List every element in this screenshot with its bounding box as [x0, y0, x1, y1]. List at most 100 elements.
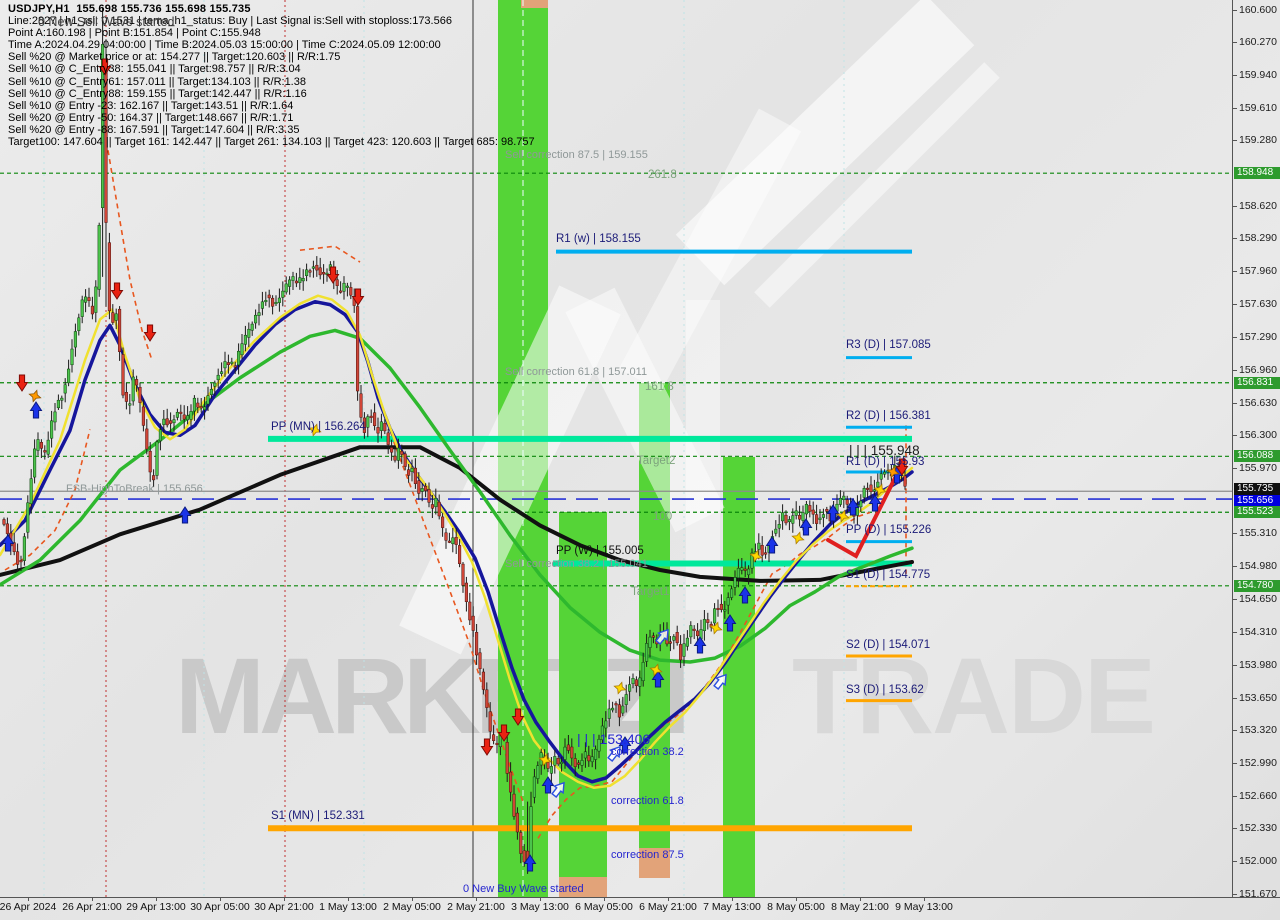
candle-body [114, 313, 118, 321]
yellow-ma-line-layer [0, 294, 914, 790]
candle-body [288, 279, 292, 287]
candle-body [672, 636, 676, 641]
candle-body [60, 397, 64, 401]
info-line: Sell %20 @ Entry -88: 167.591 || Target:… [8, 123, 300, 136]
candle-body [36, 439, 40, 451]
star-marker-icon [709, 621, 723, 635]
candle-body [862, 488, 866, 498]
price-badge-black: 155.735 [1234, 483, 1280, 496]
candle-body [413, 467, 417, 484]
candle-body [12, 542, 16, 552]
candle-body [247, 328, 251, 338]
red-trend-line[interactable] [826, 458, 906, 559]
candle-body [641, 662, 645, 681]
info-line: Sell %10 @ C_Entry88: 159.155 || Target:… [8, 87, 307, 100]
candle-body [522, 850, 526, 863]
candle-body [736, 568, 740, 579]
star-marker-icon [836, 509, 850, 523]
price-tick-mark [1233, 795, 1237, 797]
logo-column [686, 300, 720, 610]
sar-dashed-line [299, 245, 361, 263]
candle-body [730, 588, 734, 598]
price-tick-mark [1233, 238, 1237, 240]
price-tick-mark [1233, 893, 1237, 895]
candle-body [257, 312, 261, 316]
candle-body [169, 420, 173, 424]
logo-stripe [675, 0, 975, 286]
candle-body [356, 306, 360, 392]
price-badge-green: 156.088 [1234, 450, 1280, 463]
candle-body [723, 609, 727, 612]
candle-body [876, 481, 880, 488]
candle-body [461, 563, 465, 586]
vertical-lines-layer [43, 0, 845, 897]
candle-body [638, 677, 642, 687]
logo-stripe [565, 287, 725, 533]
candle-body [441, 516, 445, 528]
candle-body [675, 632, 679, 644]
time-axis[interactable]: 26 Apr 2024 26 Apr 21:00 29 Apr 13:00 30 Ap… [0, 897, 1280, 920]
sell-arrow-icon [110, 282, 124, 300]
candle-body [682, 643, 686, 657]
logo-stripe [754, 62, 1000, 308]
candle-body [46, 439, 50, 455]
candle-body [339, 290, 343, 293]
signal-band-green [723, 457, 755, 897]
price-tick-mark [1233, 9, 1237, 11]
star-marker-icon [886, 465, 900, 479]
time-tick-label: 30 Apr 21:00 [254, 901, 314, 913]
candle-body [335, 279, 339, 286]
candle-body [101, 44, 105, 208]
candle-body [757, 542, 761, 550]
price-badge-green: 158.948 [1234, 167, 1280, 180]
candle-body [342, 282, 346, 292]
sell-arrow-icon [895, 458, 909, 476]
candle-body [230, 361, 234, 364]
price-tick-mark [1233, 730, 1237, 732]
time-tick-mark [220, 898, 221, 901]
price-tick-mark [1233, 468, 1237, 469]
candle-body [679, 644, 683, 661]
candle-body [577, 762, 581, 765]
candle-body [427, 489, 431, 503]
candle-body [583, 751, 587, 759]
buy-arrow-icon [846, 498, 860, 516]
candle-body [186, 415, 190, 421]
candle-body [315, 264, 319, 271]
candle-body [784, 514, 788, 524]
time-tick-mark [860, 898, 861, 901]
candle-body [774, 528, 778, 534]
candle-body [131, 376, 135, 402]
price-axis[interactable]: 160.600 160.270 159.940 159.610 159.280 158.6… [1232, 0, 1280, 900]
candle-body [804, 504, 808, 515]
candle-body [281, 290, 285, 298]
chart-plot-area[interactable]: MARKETZI TRADE R1 (w) | 158.155 R3 (D) | 1… [0, 0, 1232, 897]
time-tick-label: 6 May 05:00 [575, 901, 633, 913]
candle-body [107, 242, 111, 312]
candle-body [689, 625, 693, 638]
info-line: Target100: 147.604 || Target 161: 142.44… [8, 136, 535, 149]
candle-body [532, 776, 536, 798]
candle-body [349, 287, 353, 296]
candle-body [685, 637, 689, 647]
watermark-brand-text: MARKETZI [175, 635, 685, 756]
buy-arrow-icon [693, 636, 707, 654]
candle-body [740, 567, 744, 571]
candle-body [305, 269, 309, 276]
time-tick-label: 1 May 13:00 [319, 901, 377, 913]
price-tick-label: 155.310 [1239, 527, 1277, 540]
buy-arrow-icon [651, 670, 665, 688]
candle-body [216, 374, 220, 381]
sell-arrow-icon [511, 708, 525, 726]
candle-body [481, 671, 485, 690]
price-tick-label: 159.610 [1239, 101, 1277, 114]
price-tick-mark [1233, 763, 1237, 765]
candle-body [400, 451, 404, 455]
candle-body [519, 832, 523, 854]
time-tick-label: 7 May 13:00 [703, 901, 761, 913]
buy-arrow-icon [826, 504, 840, 522]
candle-body [794, 510, 798, 516]
time-tick-mark [348, 898, 349, 901]
price-badge-green: 154.780 [1234, 579, 1280, 592]
signal-band-salmon [639, 848, 670, 878]
